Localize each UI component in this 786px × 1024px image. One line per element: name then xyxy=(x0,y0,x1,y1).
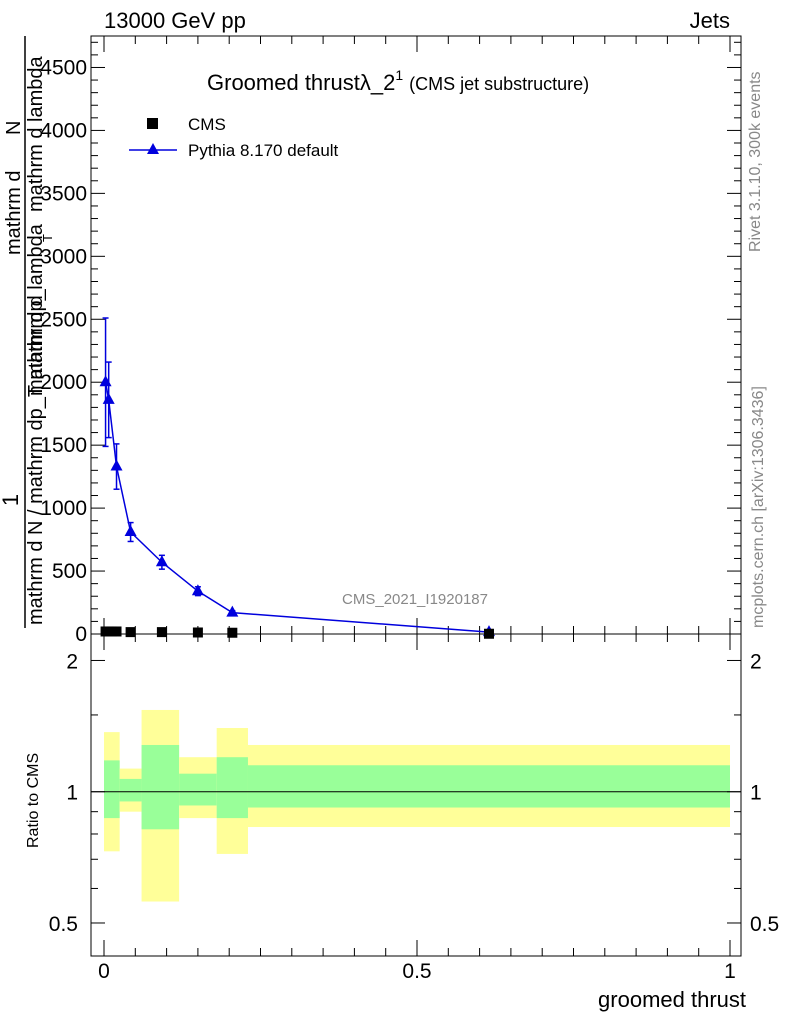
main-y-tick-label: 500 xyxy=(52,560,87,583)
cms-point xyxy=(111,626,122,637)
y-axis-label-sub: T xyxy=(40,234,55,242)
chart-title-note: (CMS jet substructure) xyxy=(409,74,589,94)
ratio-bands xyxy=(104,709,731,902)
chart-title-text: Groomed thrust xyxy=(207,70,360,95)
energy-label: 13000 GeV pp xyxy=(104,8,246,33)
chart-title: Groomed thrustλ_21 (CMS jet substructure) xyxy=(207,67,589,95)
pythia-point xyxy=(124,525,137,537)
main-y-tick-label: 3000 xyxy=(40,245,87,268)
analysis-label: CMS_2021_I1920187 xyxy=(342,591,488,608)
y-axis-label-denominator: mathrm d N / mathrm dp_T mathrm d lambda xyxy=(25,223,47,625)
mcplots-label: mcplots.cern.ch [arXiv:1306.3436] xyxy=(750,386,767,628)
ratio-y-axis-label: Ratio to CMS xyxy=(25,753,42,848)
ratio-band-green xyxy=(216,757,248,819)
ratio-band-green xyxy=(119,778,142,802)
main-y-tick-label: 2000 xyxy=(40,371,87,394)
ratio-band-green xyxy=(179,773,217,806)
cms-point xyxy=(156,627,167,638)
ratio-x-ticks: 0 0.5 1 xyxy=(98,634,736,983)
y-axis-label-stack-3: mathrm dp_ xyxy=(25,288,47,396)
pythia-point xyxy=(99,375,112,387)
ratio-y-tick-label-right: 2 xyxy=(750,650,762,673)
ratio-y-tick-label-right: 0.5 xyxy=(750,913,779,936)
y-axis-label: 1 mathrm d N / mathrm dp_T mathrm d lamb… xyxy=(0,36,55,628)
y-axis-label-stack-2: N xyxy=(3,121,25,135)
main-y-tick-label: 1500 xyxy=(40,434,87,457)
pythia-point xyxy=(102,392,115,404)
pythia-point xyxy=(191,584,204,596)
main-y-ticks: 0 500 1000 1500 2000 2500 3000 3500 4000 4500 xyxy=(40,41,741,646)
ratio-x-tick-label: 0.5 xyxy=(402,960,431,983)
chart-title-symbol: λ_2 xyxy=(360,70,395,95)
cms-point xyxy=(125,627,136,638)
rivet-label: Rivet 3.1.10, 300k events xyxy=(747,71,764,252)
pythia-line xyxy=(104,382,490,633)
main-y-tick-label: 1000 xyxy=(40,497,87,520)
ratio-y-ticks: 0.5 0.5 1 1 2 2 xyxy=(49,650,779,936)
main-y-tick-label: 4500 xyxy=(40,56,87,79)
ratio-plot-frame xyxy=(90,633,742,957)
main-y-tick-label: 4000 xyxy=(40,119,87,142)
ratio-y-tick-label: 2 xyxy=(66,650,78,673)
y-axis-label-numerator: 1 xyxy=(0,494,23,506)
ratio-band-green xyxy=(104,760,120,819)
y-axis-label-stack-4: mathrm d lambda xyxy=(25,56,47,212)
ratio-x-tick-label: 0 xyxy=(98,960,110,983)
ratio-band-green xyxy=(141,744,180,830)
legend-cms-marker xyxy=(147,118,158,129)
process-label: Jets xyxy=(690,8,730,33)
y-axis-label-stack-1: mathrm d xyxy=(3,171,25,255)
ratio-y-tick-label: 1 xyxy=(66,782,78,805)
x-axis-label: groomed thrust xyxy=(598,987,746,1012)
pythia-point xyxy=(110,459,123,471)
ratio-y-tick-label: 0.5 xyxy=(49,913,78,936)
pythia-point xyxy=(155,555,168,567)
main-y-tick-label: 3500 xyxy=(40,182,87,205)
series-pythia xyxy=(99,317,495,637)
legend-cms-label: CMS xyxy=(188,115,226,134)
legend-pythia-marker xyxy=(147,143,159,154)
main-y-tick-label: 2500 xyxy=(40,308,87,331)
cms-point xyxy=(192,627,203,638)
chart-title-sup: 1 xyxy=(395,67,403,83)
legend: CMS Pythia 8.170 default xyxy=(129,115,339,160)
pythia-point xyxy=(226,605,239,617)
main-y-tick-label: 0 xyxy=(75,623,87,646)
legend-pythia-label: Pythia 8.170 default xyxy=(188,141,339,160)
ratio-y-tick-label-right: 1 xyxy=(750,782,762,805)
ratio-band-green xyxy=(247,765,731,808)
ratio-x-tick-label: 1 xyxy=(724,960,736,983)
cms-point xyxy=(227,627,238,638)
